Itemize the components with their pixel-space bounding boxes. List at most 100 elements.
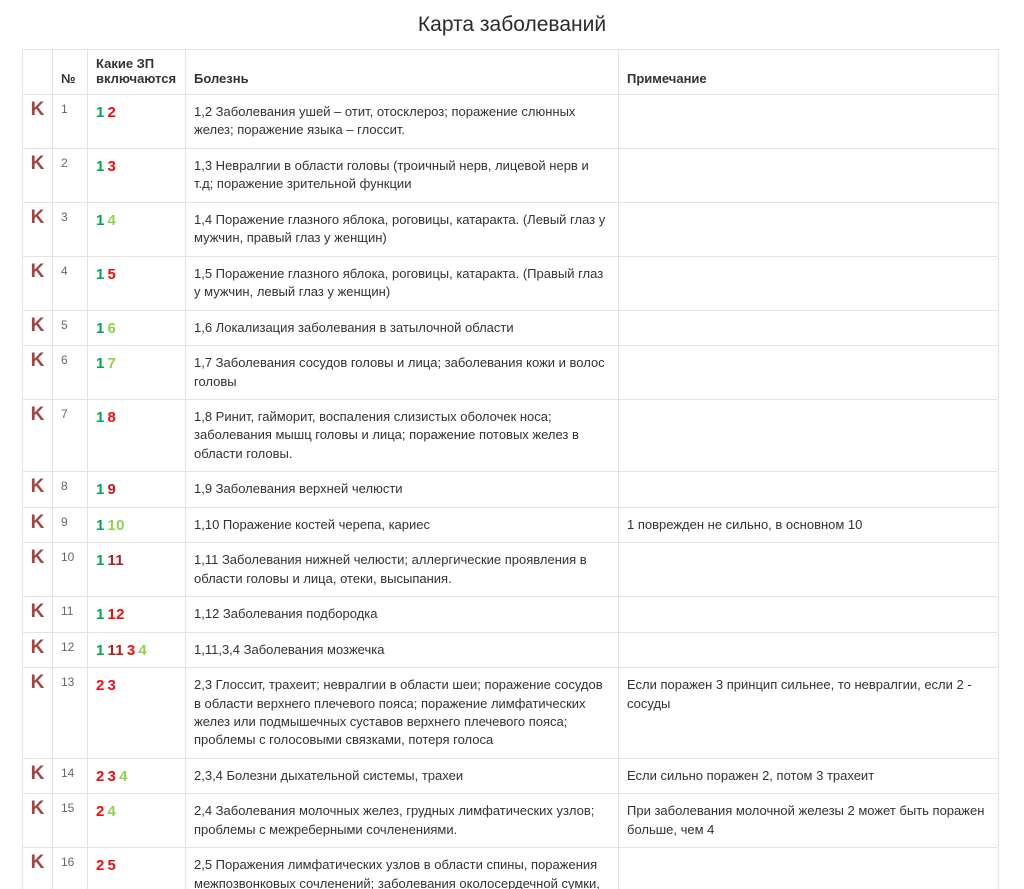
- disease-text: 1,12 Заболевания подбородка: [185, 596, 619, 633]
- zp-number: 4: [107, 211, 117, 229]
- disease-table: № Какие ЗП включаются Болезнь Примечание…: [22, 49, 999, 889]
- disease-text: 2,5 Поражения лимфатических узлов в обла…: [185, 847, 619, 889]
- note-text: [618, 309, 999, 347]
- note-text: [618, 847, 999, 889]
- zp-number: 1: [96, 552, 105, 570]
- row-number: 1: [52, 94, 88, 149]
- note-text: [618, 471, 999, 508]
- row-number: 2: [52, 147, 88, 203]
- zp-numbers: 1 10: [87, 506, 186, 544]
- row-number: 6: [52, 345, 88, 400]
- zp-number: 3: [107, 767, 117, 785]
- table-row: K 6 1 7 1,7 Заболевания сосудов головы и лиц…: [22, 345, 999, 400]
- table-row: K 3 1 4 1,4 Поражение глазного яблока, рогов…: [22, 201, 999, 257]
- k-cell: K: [22, 398, 53, 473]
- zp-number: 1: [96, 211, 105, 229]
- zp-number: 1: [96, 641, 105, 659]
- note-text: [618, 147, 999, 203]
- zp-number: 1: [96, 516, 105, 534]
- k-letter: K: [30, 260, 45, 282]
- note-text: [618, 596, 999, 633]
- k-letter: K: [30, 99, 45, 120]
- row-number: 8: [52, 471, 88, 508]
- zp-number: 2: [96, 857, 105, 875]
- k-cell: K: [22, 631, 53, 669]
- k-letter: K: [30, 152, 45, 174]
- zp-number: 3: [107, 677, 117, 695]
- table-body: K 1 1 2 1,2 Заболевания ушей – отит, отоскле…: [22, 94, 999, 889]
- k-letter: K: [30, 206, 45, 228]
- k-cell: K: [22, 94, 53, 149]
- zp-numbers: 1 11: [87, 542, 186, 598]
- k-letter: K: [30, 762, 45, 784]
- k-cell: K: [22, 596, 53, 633]
- disease-text: 1,4 Поражение глазного яблока, роговицы,…: [185, 201, 619, 257]
- zp-number: 3: [107, 157, 117, 175]
- k-cell: K: [22, 667, 53, 759]
- k-cell: K: [22, 847, 53, 889]
- k-letter: K: [30, 636, 45, 658]
- table-row: K 1 1 2 1,2 Заболевания ушей – отит, отоскле…: [22, 94, 999, 149]
- disease-text: 1,3 Невралгии в области головы (троичный…: [185, 147, 619, 203]
- zp-number: 8: [107, 408, 117, 426]
- k-cell: K: [22, 542, 53, 598]
- table-row: K 15 2 4 2,4 Заболевания молочных желез, гру…: [22, 793, 999, 849]
- zp-numbers: 1 12: [87, 596, 186, 633]
- row-number: 4: [52, 255, 88, 311]
- zp-number: 4: [107, 803, 117, 821]
- note-text: [618, 398, 999, 473]
- header-k: [22, 49, 53, 95]
- zp-number: 4: [119, 767, 128, 785]
- table-row: K 9 1 10 1,10 Поражение костей черепа, карие…: [22, 506, 999, 544]
- zp-number: 1: [96, 481, 105, 499]
- row-number: 11: [52, 596, 88, 633]
- note-text: [618, 631, 999, 669]
- k-cell: K: [22, 471, 53, 508]
- zp-number: 1: [96, 104, 105, 121]
- k-cell: K: [22, 147, 53, 203]
- k-letter: K: [30, 403, 45, 425]
- header-disease: Болезнь: [185, 49, 619, 95]
- note-text: [618, 345, 999, 400]
- disease-text: 1,11 Заболевания нижней челюсти; аллерги…: [185, 542, 619, 598]
- k-letter: K: [30, 798, 45, 820]
- disease-text: 1,5 Поражение глазного яблока, роговицы,…: [185, 255, 619, 311]
- k-letter: K: [30, 672, 45, 694]
- disease-text: 2,3 Глоссит, трахеит; невралгии в област…: [185, 667, 619, 759]
- disease-text: 2,4 Заболевания молочных желез, грудных …: [185, 793, 619, 849]
- row-number: 14: [52, 757, 88, 795]
- row-number: 9: [52, 506, 88, 544]
- row-number: 5: [52, 309, 88, 347]
- zp-numbers: 1 11 3 4: [87, 631, 186, 669]
- disease-text: 1,8 Ринит, гайморит, воспаления слизисты…: [185, 398, 619, 473]
- zp-number: 5: [107, 265, 117, 283]
- table-row: K 7 1 8 1,8 Ринит, гайморит, воспаления слиз…: [22, 398, 999, 473]
- k-cell: K: [22, 201, 53, 257]
- zp-number: 2: [96, 677, 105, 695]
- zp-number: 1: [96, 606, 105, 624]
- zp-number: 5: [107, 857, 117, 875]
- page-title: Карта заболеваний: [417, 13, 607, 36]
- zp-number: 7: [107, 355, 117, 373]
- row-number: 12: [52, 631, 88, 669]
- zp-number: 1: [96, 408, 105, 426]
- table-row: K 13 2 3 2,3 Глоссит, трахеит; невралгии в о…: [22, 667, 999, 759]
- note-text: [618, 94, 999, 149]
- header-number: №: [52, 49, 88, 95]
- zp-number: 9: [107, 481, 117, 499]
- zp-number: 12: [107, 606, 125, 624]
- k-cell: K: [22, 309, 53, 347]
- zp-number: 11: [107, 552, 124, 570]
- k-letter: K: [30, 350, 45, 372]
- zp-number: 11: [107, 641, 124, 659]
- header-note: Примечание: [618, 49, 999, 95]
- table-row: K 14 2 3 4 2,3,4 Болезни дыхательной системы,…: [22, 757, 999, 795]
